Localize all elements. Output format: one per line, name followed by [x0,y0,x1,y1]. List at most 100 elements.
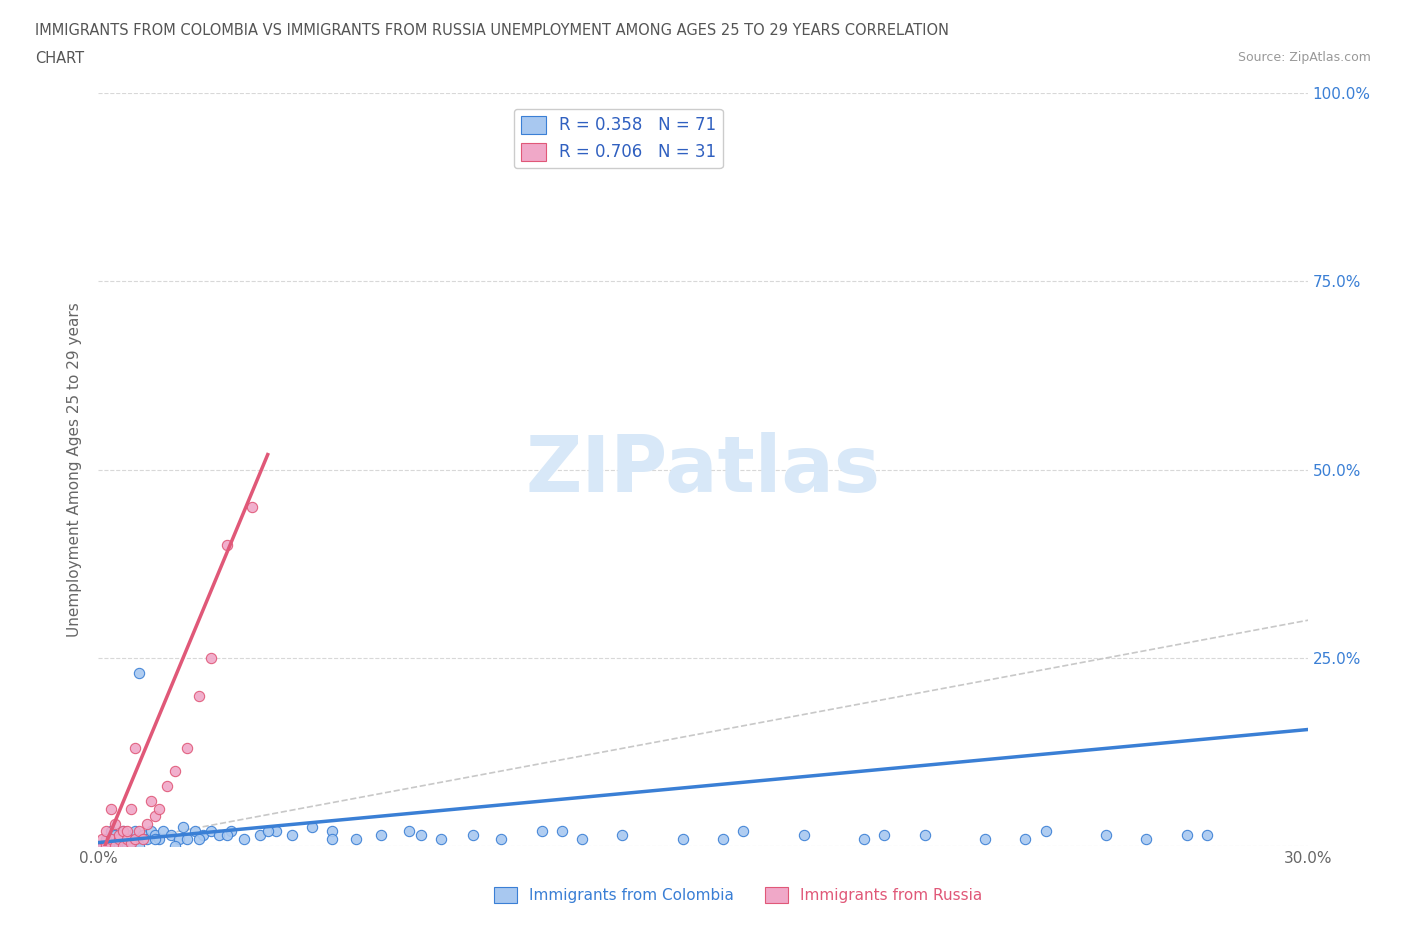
Point [100,824,122,839]
Point [96,824,118,839]
Point [103,839,125,854]
Point [111,824,134,839]
Legend: Immigrants from Colombia, Immigrants from Russia: Immigrants from Colombia, Immigrants fro… [488,881,988,910]
Point [264,824,287,839]
Point [176,831,198,846]
Point [793,828,815,843]
Point [1175,828,1198,843]
Point [135,817,157,831]
Point [398,824,420,839]
Point [111,824,134,839]
Point [143,809,166,824]
Point [321,831,343,846]
Point [672,831,695,846]
Point [120,839,142,854]
Point [551,824,574,839]
Point [409,828,432,843]
Text: IMMIGRANTS FROM COLOMBIA VS IMMIGRANTS FROM RUSSIA UNEMPLOYMENT AMONG AGES 25 TO: IMMIGRANTS FROM COLOMBIA VS IMMIGRANTS F… [35,23,949,38]
Point [974,831,997,846]
Point [107,839,129,854]
Point [96,839,118,854]
Point [148,802,170,817]
Point [152,824,174,839]
Point [96,839,118,854]
Point [1095,828,1118,843]
Point [176,741,198,756]
Point [128,824,150,839]
Point [733,824,755,839]
Point [120,835,142,850]
Point [232,831,254,846]
Point [143,828,166,843]
Point [200,651,222,666]
Point [217,538,239,552]
Point [128,839,150,854]
Point [1195,828,1218,843]
Legend: R = 0.358   N = 71, R = 0.706   N = 31: R = 0.358 N = 71, R = 0.706 N = 31 [515,109,723,168]
Point [124,741,146,756]
Point [217,828,239,843]
Point [249,828,271,843]
Point [914,828,936,843]
Point [103,839,125,854]
Point [107,831,129,846]
Point [139,824,162,839]
Point [612,828,634,843]
Point [100,802,122,817]
Point [301,820,323,835]
Point [370,828,392,843]
Point [221,824,243,839]
Point [103,817,125,831]
Point [167,831,190,846]
Y-axis label: Unemployment Among Ages 25 to 29 years: Unemployment Among Ages 25 to 29 years [67,302,83,637]
Point [240,500,263,515]
Point [172,820,194,835]
Point [200,824,222,839]
Point [463,828,485,843]
Point [124,831,146,846]
Point [100,831,122,846]
Point [163,839,186,854]
Point [115,831,138,846]
Point [711,831,734,846]
Point [148,831,170,846]
Point [135,831,157,846]
Point [530,824,553,839]
Point [91,831,114,846]
Point [491,831,513,846]
Point [91,839,114,854]
Point [91,839,114,854]
Point [208,828,231,843]
Point [128,831,150,846]
Point [1135,831,1157,846]
Point [160,828,183,843]
Text: Source: ZipAtlas.com: Source: ZipAtlas.com [1237,51,1371,64]
Point [115,824,138,839]
Point [188,688,211,703]
Point [188,831,211,846]
Point [132,831,155,846]
Point [120,831,142,846]
Point [139,793,162,808]
Point [193,828,215,843]
Point [571,831,593,846]
Point [111,839,134,854]
Point [1014,831,1036,846]
Text: ZIPatlas: ZIPatlas [526,432,880,508]
Point [120,802,142,817]
Point [184,824,207,839]
Point [156,778,179,793]
Point [107,828,129,843]
Point [344,831,367,846]
Point [128,666,150,681]
Point [873,828,896,843]
Point [115,828,138,843]
Point [1035,824,1057,839]
Point [281,828,304,843]
Point [163,764,186,778]
Point [103,828,125,843]
Point [115,839,138,854]
Point [853,831,876,846]
Point [256,824,278,839]
Point [132,828,155,843]
